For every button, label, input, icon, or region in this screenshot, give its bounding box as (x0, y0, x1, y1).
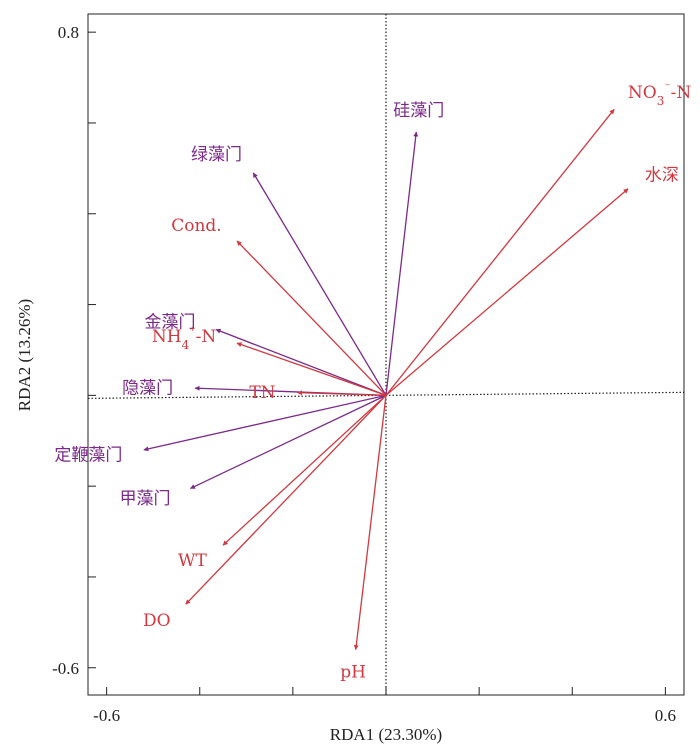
x-axis-label: RDA1 (23.30%) (330, 725, 442, 744)
x-tick-label: 0.6 (655, 706, 676, 725)
vector-label: 甲藻门 (120, 489, 171, 509)
vector-label: TN (249, 383, 275, 403)
vector-arrow (185, 394, 387, 605)
vector-label: Cond. (171, 216, 221, 236)
vector-arrow (353, 395, 387, 651)
x-tick-label: -0.6 (93, 706, 120, 725)
vector-arrow (252, 172, 387, 396)
vector-label: 水深 (645, 166, 679, 186)
y-tick-label: -0.6 (52, 659, 79, 678)
vector-arrow (385, 188, 629, 396)
vector-label: pH (340, 662, 366, 682)
vector-arrow (215, 328, 387, 396)
vector-arrow (297, 390, 387, 397)
vector-label: 定鞭藻门 (54, 446, 122, 466)
y-tick-label: 0.8 (58, 23, 79, 42)
vector-arrow (236, 342, 387, 396)
vector-label: WT (178, 551, 207, 571)
vector-label: DO (143, 611, 171, 631)
vector-label: 隐藻门 (122, 378, 173, 398)
vector-label: 金藻门 (145, 313, 196, 333)
vector-label: 绿藻门 (191, 145, 242, 165)
vector-arrow (222, 394, 387, 546)
vector-arrow (236, 240, 387, 396)
vector-arrow (189, 394, 387, 490)
vector-arrow (385, 131, 419, 396)
vector-label: 硅藻门 (393, 101, 444, 121)
y-axis-label: RDA2 (13.26%) (15, 299, 34, 411)
vector-label: NO3⁻-N (628, 80, 692, 108)
vector-arrow (143, 394, 387, 452)
vector-arrow (385, 108, 615, 396)
